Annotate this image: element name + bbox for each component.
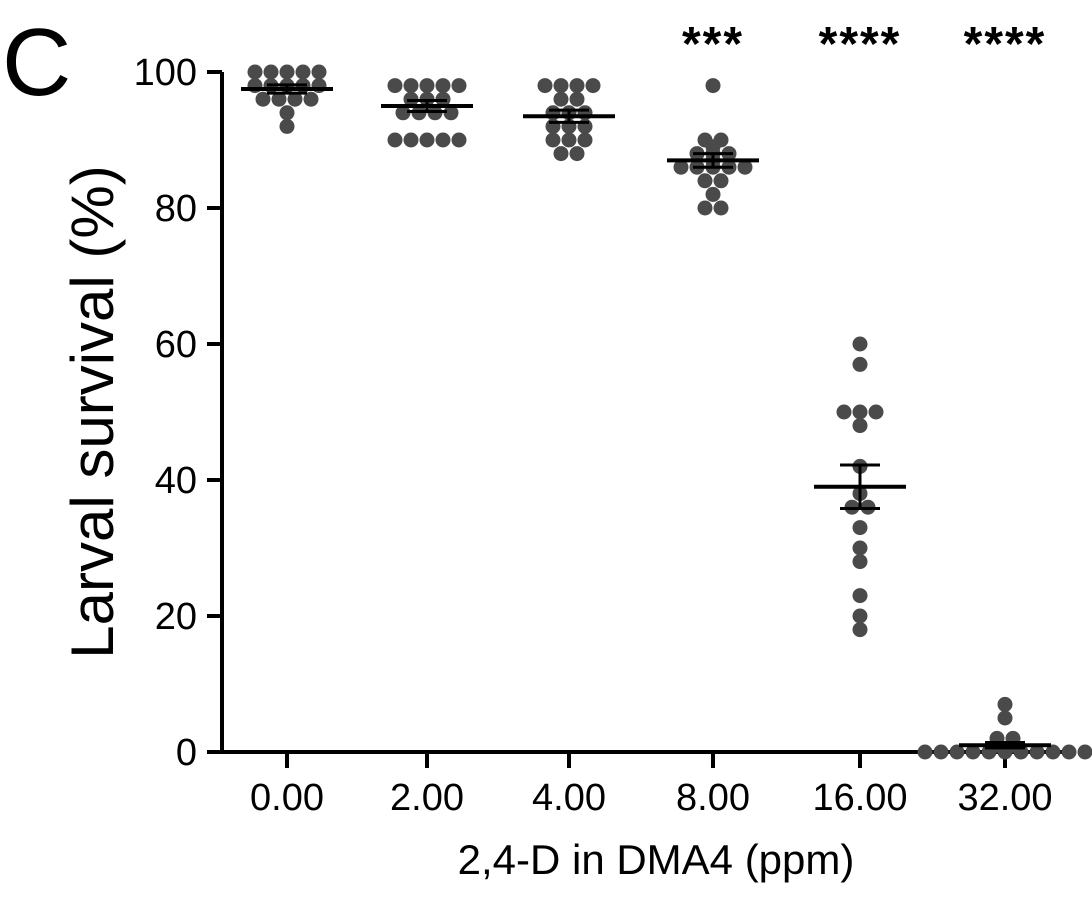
data-point [247,64,263,80]
data-point [1061,744,1077,760]
data-point [852,520,868,536]
data-point [553,91,569,107]
data-point [997,696,1013,712]
data-point [1029,744,1045,760]
data-point [577,132,593,148]
data-point [569,146,585,162]
data-point [287,91,303,107]
y-tick-label: 40 [155,460,197,502]
y-axis-title: Larval survival (%) [59,165,126,658]
x-tick-label: 4.00 [532,777,606,819]
x-ticks: 0.00 2.00 4.00 8.00 16.00 32.00 [250,752,1053,819]
data-point [303,91,319,107]
data-point [419,132,435,148]
data-point [271,91,287,107]
data-point [965,744,981,760]
data-point [697,200,713,216]
data-point [451,78,467,94]
data-point [949,744,965,760]
data-point [852,356,868,372]
data-point [545,132,561,148]
data-point [561,132,577,148]
y-tick-label: 100 [134,52,197,94]
data-point [279,118,295,134]
data-point [443,105,459,121]
data-point [852,588,868,604]
y-tick-label: 80 [155,188,197,230]
data-point [852,404,868,420]
data-point [435,78,451,94]
panel-label: C [2,9,71,116]
group-4.00 [523,78,615,162]
data-point [569,91,585,107]
data-point [553,78,569,94]
data-point [852,540,868,556]
data-point [1045,744,1061,760]
data-point [713,173,729,189]
y-ticks: 0 20 40 60 80 100 [134,52,222,774]
y-tick-label: 20 [155,596,197,638]
data-point [1077,744,1092,760]
data-point [713,132,729,148]
significance-marker: **** [819,18,902,71]
data-point [852,554,868,570]
x-tick-label: 2.00 [390,777,464,819]
data-point [852,418,868,434]
group-8.00: *** [667,18,759,216]
x-tick-label: 32.00 [957,777,1052,819]
data-point [713,200,729,216]
data-point [697,173,713,189]
data-point [917,744,933,760]
y-tick-label: 60 [155,324,197,366]
y-tick-label: 0 [176,732,197,774]
data-point [419,78,435,94]
data-point [553,146,569,162]
data-point [997,710,1013,726]
data-point [395,105,411,121]
data-point [537,78,553,94]
data-point [279,105,295,121]
data-point [263,64,279,80]
x-tick-label: 16.00 [812,777,907,819]
data-point [697,132,713,148]
x-tick-label: 8.00 [676,777,750,819]
data-point [933,744,949,760]
data-point [705,186,721,202]
data-point [403,78,419,94]
data-point [852,336,868,352]
data-point [451,132,467,148]
group-2.00 [381,78,473,148]
data-point [737,159,753,175]
data-point [403,132,419,148]
data-point [387,132,403,148]
data-point [295,64,311,80]
group-16.00: **** [814,18,906,638]
data-point [435,132,451,148]
data-point [569,78,585,94]
data-groups: *** **** **** [241,18,1092,760]
data-point [852,608,868,624]
x-axis-title: 2,4-D in DMA4 (ppm) [458,836,855,883]
data-point [836,404,852,420]
group-32.00: **** [917,18,1092,760]
significance-marker: **** [964,18,1047,71]
data-point [673,159,689,175]
group-0.00 [241,64,333,134]
data-point [705,78,721,94]
data-point [585,78,601,94]
data-point [387,78,403,94]
data-point [868,404,884,420]
x-tick-label: 0.00 [250,777,324,819]
data-point [311,64,327,80]
data-point [255,91,271,107]
data-point [279,64,295,80]
significance-marker: *** [682,18,744,71]
data-point [852,622,868,638]
